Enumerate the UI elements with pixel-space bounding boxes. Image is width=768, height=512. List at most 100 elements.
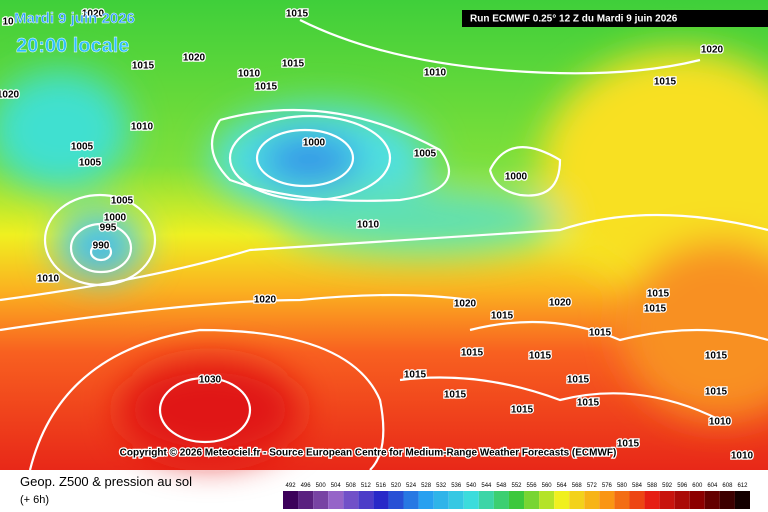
- isobar-label: 1010: [709, 417, 732, 428]
- isobar-label: 1015: [132, 61, 155, 72]
- legend-swatch: [448, 491, 464, 509]
- run-box: [462, 10, 768, 27]
- isobar-label: 1015: [255, 82, 278, 93]
- footer-step: (+ 6h): [20, 494, 49, 506]
- isobar-label: 1000: [505, 172, 528, 183]
- legend-label: 556: [527, 483, 538, 489]
- isobar-label: 1015: [647, 289, 670, 300]
- legend-label: 592: [662, 483, 673, 489]
- legend-swatch: [614, 491, 630, 509]
- legend-swatch: [508, 491, 525, 509]
- isobar-label: 1010: [424, 68, 447, 79]
- legend-label: 584: [632, 483, 643, 489]
- legend-swatch: [674, 491, 690, 509]
- local-time: 20:00 locale: [16, 35, 129, 57]
- isobar-label: 1030: [199, 375, 222, 386]
- legend-label: 496: [301, 483, 312, 489]
- legend-swatch: [478, 491, 494, 509]
- isobar-label: 1020: [0, 90, 20, 101]
- legend-swatch: [599, 491, 615, 509]
- legend-label: 504: [331, 483, 342, 489]
- copyright: Copyright © 2026 Meteociel.fr - Source E…: [120, 448, 617, 459]
- isobar-label: 1015: [705, 351, 728, 362]
- isobar-label: 10: [2, 17, 14, 28]
- legend-swatch: [734, 491, 750, 509]
- legend-swatch: [704, 491, 720, 509]
- legend-swatch: [539, 491, 555, 509]
- legend-label: 512: [361, 483, 372, 489]
- legend-label: 568: [572, 483, 583, 489]
- isobar-label: 1020: [254, 295, 277, 306]
- isobar-label: 1010: [131, 122, 154, 133]
- legend: 492 496 500 504 508 512 516 520 524 528 532 536 540 5…: [283, 483, 750, 509]
- legend-label: 552: [511, 483, 522, 489]
- isobar-label: 1015: [654, 77, 677, 88]
- isobar-label: 1015: [577, 398, 600, 409]
- isobar-label: 1000: [104, 213, 127, 224]
- legend-label: 528: [421, 483, 432, 489]
- legend-swatch: [644, 491, 660, 509]
- legend-label: 520: [391, 483, 402, 489]
- legend-swatch: [388, 491, 404, 509]
- legend-label: 492: [286, 483, 297, 489]
- isobar-labels: 10 1020 1015 1015 1020 1010 1015 1015 1010 1020 10…: [0, 7, 755, 463]
- legend-label: 548: [496, 483, 507, 489]
- isobar-label: 1015: [705, 387, 728, 398]
- legend-swatch: [418, 491, 434, 509]
- isobar-label: 1015: [529, 351, 552, 362]
- run-info: Run ECMWF 0.25° 12 Z du Mardi 9 juin 202…: [470, 14, 678, 25]
- legend-label: 544: [481, 483, 492, 489]
- isobar-label: 1015: [444, 390, 467, 401]
- legend-swatch: [298, 491, 314, 509]
- legend-swatch: [313, 491, 329, 509]
- isobar-label: 1020: [701, 45, 724, 56]
- isobar-label: 1000: [303, 138, 326, 149]
- legend-swatch: [403, 491, 419, 509]
- isobar-label: 1010: [37, 274, 60, 285]
- isobar-label: 1010: [731, 451, 754, 462]
- legend-label: 588: [647, 483, 658, 489]
- legend-swatch: [584, 491, 600, 509]
- legend-swatch: [463, 491, 479, 509]
- legend-swatch: [554, 491, 570, 509]
- legend-swatch: [569, 491, 585, 509]
- legend-label: 580: [617, 483, 628, 489]
- legend-label: 500: [316, 483, 327, 489]
- legend-label: 612: [737, 483, 748, 489]
- legend-label: 524: [406, 483, 417, 489]
- isobar-label: 1015: [461, 348, 484, 359]
- isobar-label: 1010: [238, 69, 261, 80]
- isobar-label: 1020: [454, 299, 477, 310]
- isobar-label: 1005: [414, 149, 437, 160]
- isobar-label: 1015: [589, 328, 612, 339]
- isobar-label: 1015: [286, 9, 309, 20]
- legend-label: 600: [692, 483, 703, 489]
- isobar-lines: [0, 19, 768, 471]
- isobar-label: 995: [100, 223, 117, 234]
- isobar-label: 1015: [567, 375, 590, 386]
- isobar-label: 1020: [183, 53, 206, 64]
- legend-swatch: [689, 491, 705, 509]
- isobar-label: 1005: [79, 158, 102, 169]
- isobar-label: 1015: [282, 59, 305, 70]
- isobar-label: 1005: [71, 142, 94, 153]
- legend-label: 596: [677, 483, 688, 489]
- isobar-label: 1010: [357, 220, 380, 231]
- isobar-label: 1020: [549, 298, 572, 309]
- legend-swatch: [524, 491, 540, 509]
- legend-swatch: [719, 491, 735, 509]
- legend-swatch: [433, 491, 449, 509]
- legend-swatch: [343, 491, 359, 509]
- date: Mardi 9 juin 2026: [14, 10, 135, 27]
- legend-label: 532: [436, 483, 447, 489]
- legend-label: 540: [466, 483, 477, 489]
- legend-swatch: [358, 491, 374, 509]
- legend-label: 604: [707, 483, 718, 489]
- legend-swatch: [493, 491, 509, 509]
- isobar-label: 1015: [491, 311, 514, 322]
- legend-swatch: [659, 491, 675, 509]
- legend-label: 508: [346, 483, 357, 489]
- isobar-label: 1015: [617, 439, 640, 450]
